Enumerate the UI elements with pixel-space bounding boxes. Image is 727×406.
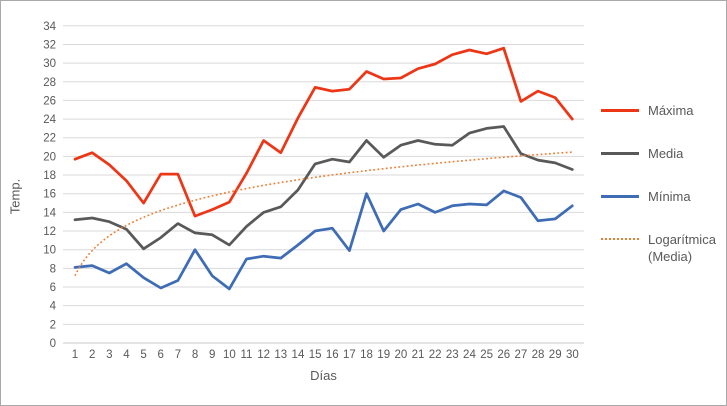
legend-label: Logarítmica (Media) [648,232,716,264]
y-tick-label: 16 [43,189,56,201]
x-tick-label: 19 [377,349,390,361]
x-axis-title: Días [310,368,337,383]
legend-item-media[interactable]: Media [597,145,726,162]
y-tick-label: 24 [43,114,56,126]
legend-line-icon [601,152,639,155]
y-tick-label: 20 [43,151,56,163]
x-tick-label: 30 [566,349,579,361]
x-tick-label: 20 [394,349,407,361]
y-tick-label: 6 [50,282,56,294]
x-tick-label: 5 [140,349,146,361]
x-tick-label: 8 [192,349,198,361]
y-tick-label: 28 [43,77,56,89]
x-tick-label: 15 [309,349,322,361]
x-tick-label: 21 [412,349,425,361]
x-tick-label: 12 [257,349,270,361]
y-tick-label: 30 [43,58,56,70]
x-tick-label: 6 [158,349,164,361]
x-tick-label: 13 [274,349,287,361]
x-tick-label: 18 [360,349,373,361]
x-tick-label: 22 [429,349,442,361]
y-tick-label: 34 [43,21,56,33]
x-tick-label: 23 [446,349,459,361]
legend-label: Máxima [648,103,694,118]
legend-dotted-line-icon [601,238,639,240]
y-tick-label: 8 [50,263,56,275]
y-tick-label: 18 [43,170,56,182]
legend-line-icon [601,195,639,198]
legend-item-minima[interactable]: Mínima [597,188,726,205]
trendline-logarithmic[interactable] [74,151,573,277]
y-tick-label: 2 [50,319,56,331]
y-tick-label: 22 [43,133,56,145]
x-tick-label: 10 [223,349,236,361]
y-axis-title: Temp. [7,178,23,215]
legend-line-icon [601,109,639,112]
x-tick-label: 28 [532,349,545,361]
x-tick-label: 26 [497,349,510,361]
legend-label: Media [648,146,684,161]
x-tick-label: 7 [175,349,181,361]
series-line-media[interactable] [73,125,574,251]
x-tick-label: 17 [343,349,356,361]
x-tick-label: 27 [515,349,528,361]
x-tick-label: 3 [106,349,112,361]
x-tick-label: 29 [549,349,562,361]
x-tick-label: 14 [292,349,305,361]
y-tick-label: 4 [50,301,57,313]
legend-item-logaritmicamedia[interactable]: Logarítmica (Media) [597,231,726,265]
series-line-minima[interactable] [73,189,574,291]
x-tick-label: 25 [480,349,493,361]
series-line-maxima[interactable] [73,46,574,218]
y-tick-label: 10 [43,245,56,257]
x-tick-label: 9 [209,349,215,361]
y-tick-label: 14 [43,207,56,219]
x-tick-label: 11 [241,349,253,361]
x-tick-label: 4 [123,349,130,361]
x-tick-label: 16 [326,349,339,361]
legend: Máxima Media Mínima Logarítmica (Media) [597,1,726,405]
y-tick-label: 0 [50,338,56,350]
x-tick-label: 1 [72,349,78,361]
legend-item-maxima[interactable]: Máxima [597,102,726,119]
x-tick-label: 2 [89,349,95,361]
x-tick-label: 24 [463,349,476,361]
y-tick-label: 32 [43,39,56,51]
y-tick-label: 12 [43,226,56,238]
y-tick-label: 26 [43,95,56,107]
legend-label: Mínima [648,189,691,204]
